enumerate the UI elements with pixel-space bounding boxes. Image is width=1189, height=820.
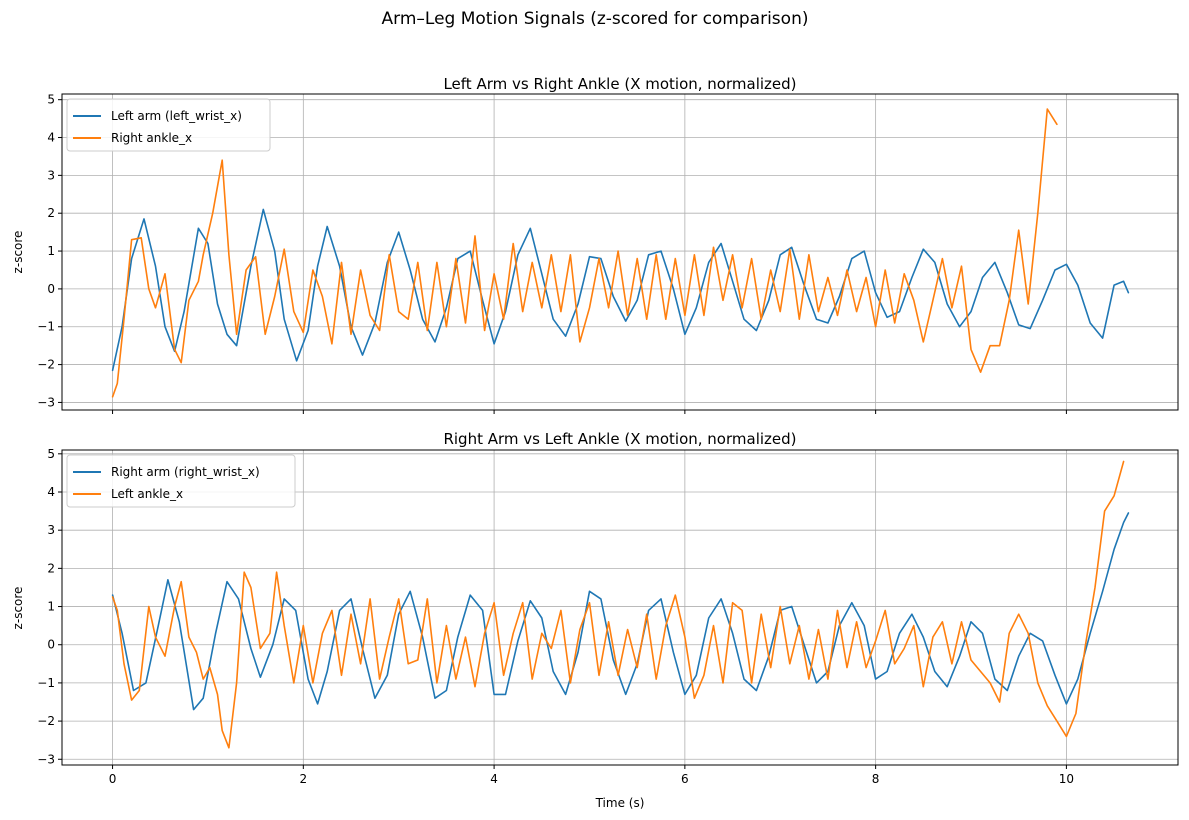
- top-ytick-label: −1: [37, 320, 55, 334]
- top-legend-box: [66, 98, 271, 152]
- bottom-panel-grid: [62, 450, 1178, 765]
- bottom-panel-xlabel: Time (s): [595, 796, 645, 810]
- top-ytick-label: 1: [47, 244, 55, 258]
- bottom-ytick-label: 1: [47, 600, 55, 614]
- bottom-ytick-label: −3: [37, 752, 55, 766]
- bottom-xtick-label: 2: [300, 772, 308, 786]
- top-panel-title: Left Arm vs Right Ankle (X motion, norma…: [443, 75, 796, 93]
- top-legend-label-right-ankle: Right ankle_x: [111, 131, 192, 145]
- bottom-legend-label-left-ankle: Left ankle_x: [111, 487, 183, 501]
- bottom-panel-xticks: 0 2 4 6 8 10: [109, 765, 1074, 786]
- top-ytick-label: 4: [47, 131, 55, 145]
- bottom-legend-label-right-arm: Right arm (right_wrist_x): [111, 465, 260, 479]
- top-panel: Left Arm vs Right Ankle (X motion, norma…: [11, 75, 1179, 414]
- bottom-ytick-label: 4: [47, 485, 55, 499]
- top-ytick-label: −2: [37, 358, 55, 372]
- bottom-panel-legend: Right arm (right_wrist_x) Left ankle_x: [66, 454, 296, 508]
- bottom-panel-yticks: −3 −2 −1 0 1 2 3 4 5: [37, 447, 62, 766]
- top-ytick-label: 3: [47, 168, 55, 182]
- top-legend-label-left-arm: Left arm (left_wrist_x): [111, 109, 242, 123]
- bottom-panel: Right Arm vs Left Ankle (X motion, norma…: [11, 430, 1179, 810]
- bottom-xtick-label: 10: [1059, 772, 1074, 786]
- top-panel-yticks: −3 −2 −1 0 1 2 3 4 5: [37, 93, 62, 409]
- bottom-xtick-label: 4: [490, 772, 498, 786]
- top-ytick-label: 5: [47, 93, 55, 107]
- bottom-series-line-left-ankle-x: [111, 460, 1125, 749]
- bottom-xtick-label: 0: [109, 772, 117, 786]
- bottom-xtick-label: 8: [872, 772, 880, 786]
- top-ytick-label: −3: [37, 395, 55, 409]
- bottom-panel-ylabel: z-score: [11, 587, 25, 630]
- top-panel-series: [111, 108, 1130, 398]
- bottom-ytick-label: 2: [47, 561, 55, 575]
- top-ytick-label: 2: [47, 206, 55, 220]
- top-series-line-left-arm-left-wrist-x: [111, 208, 1130, 372]
- bottom-legend-box: [66, 454, 296, 508]
- bottom-xtick-label: 6: [681, 772, 689, 786]
- top-panel-ylabel: z-score: [11, 231, 25, 274]
- figure-suptitle: Arm–Leg Motion Signals (z-scored for com…: [382, 9, 809, 29]
- top-ytick-label: 0: [47, 282, 55, 296]
- top-panel-legend: Left arm (left_wrist_x) Right ankle_x: [66, 98, 271, 152]
- bottom-panel-series: [111, 460, 1130, 749]
- bottom-panel-frame: [61, 449, 1179, 766]
- top-panel-xticks: [112, 410, 1067, 414]
- bottom-ytick-label: 0: [47, 638, 55, 652]
- bottom-ytick-label: −2: [37, 714, 55, 728]
- bottom-ytick-label: 5: [47, 447, 55, 461]
- bottom-panel-title: Right Arm vs Left Ankle (X motion, norma…: [443, 430, 796, 448]
- top-series-line-right-ankle-x: [111, 108, 1058, 398]
- bottom-ytick-label: −1: [37, 676, 55, 690]
- top-panel-frame: [61, 93, 1179, 411]
- bottom-ytick-label: 3: [47, 523, 55, 537]
